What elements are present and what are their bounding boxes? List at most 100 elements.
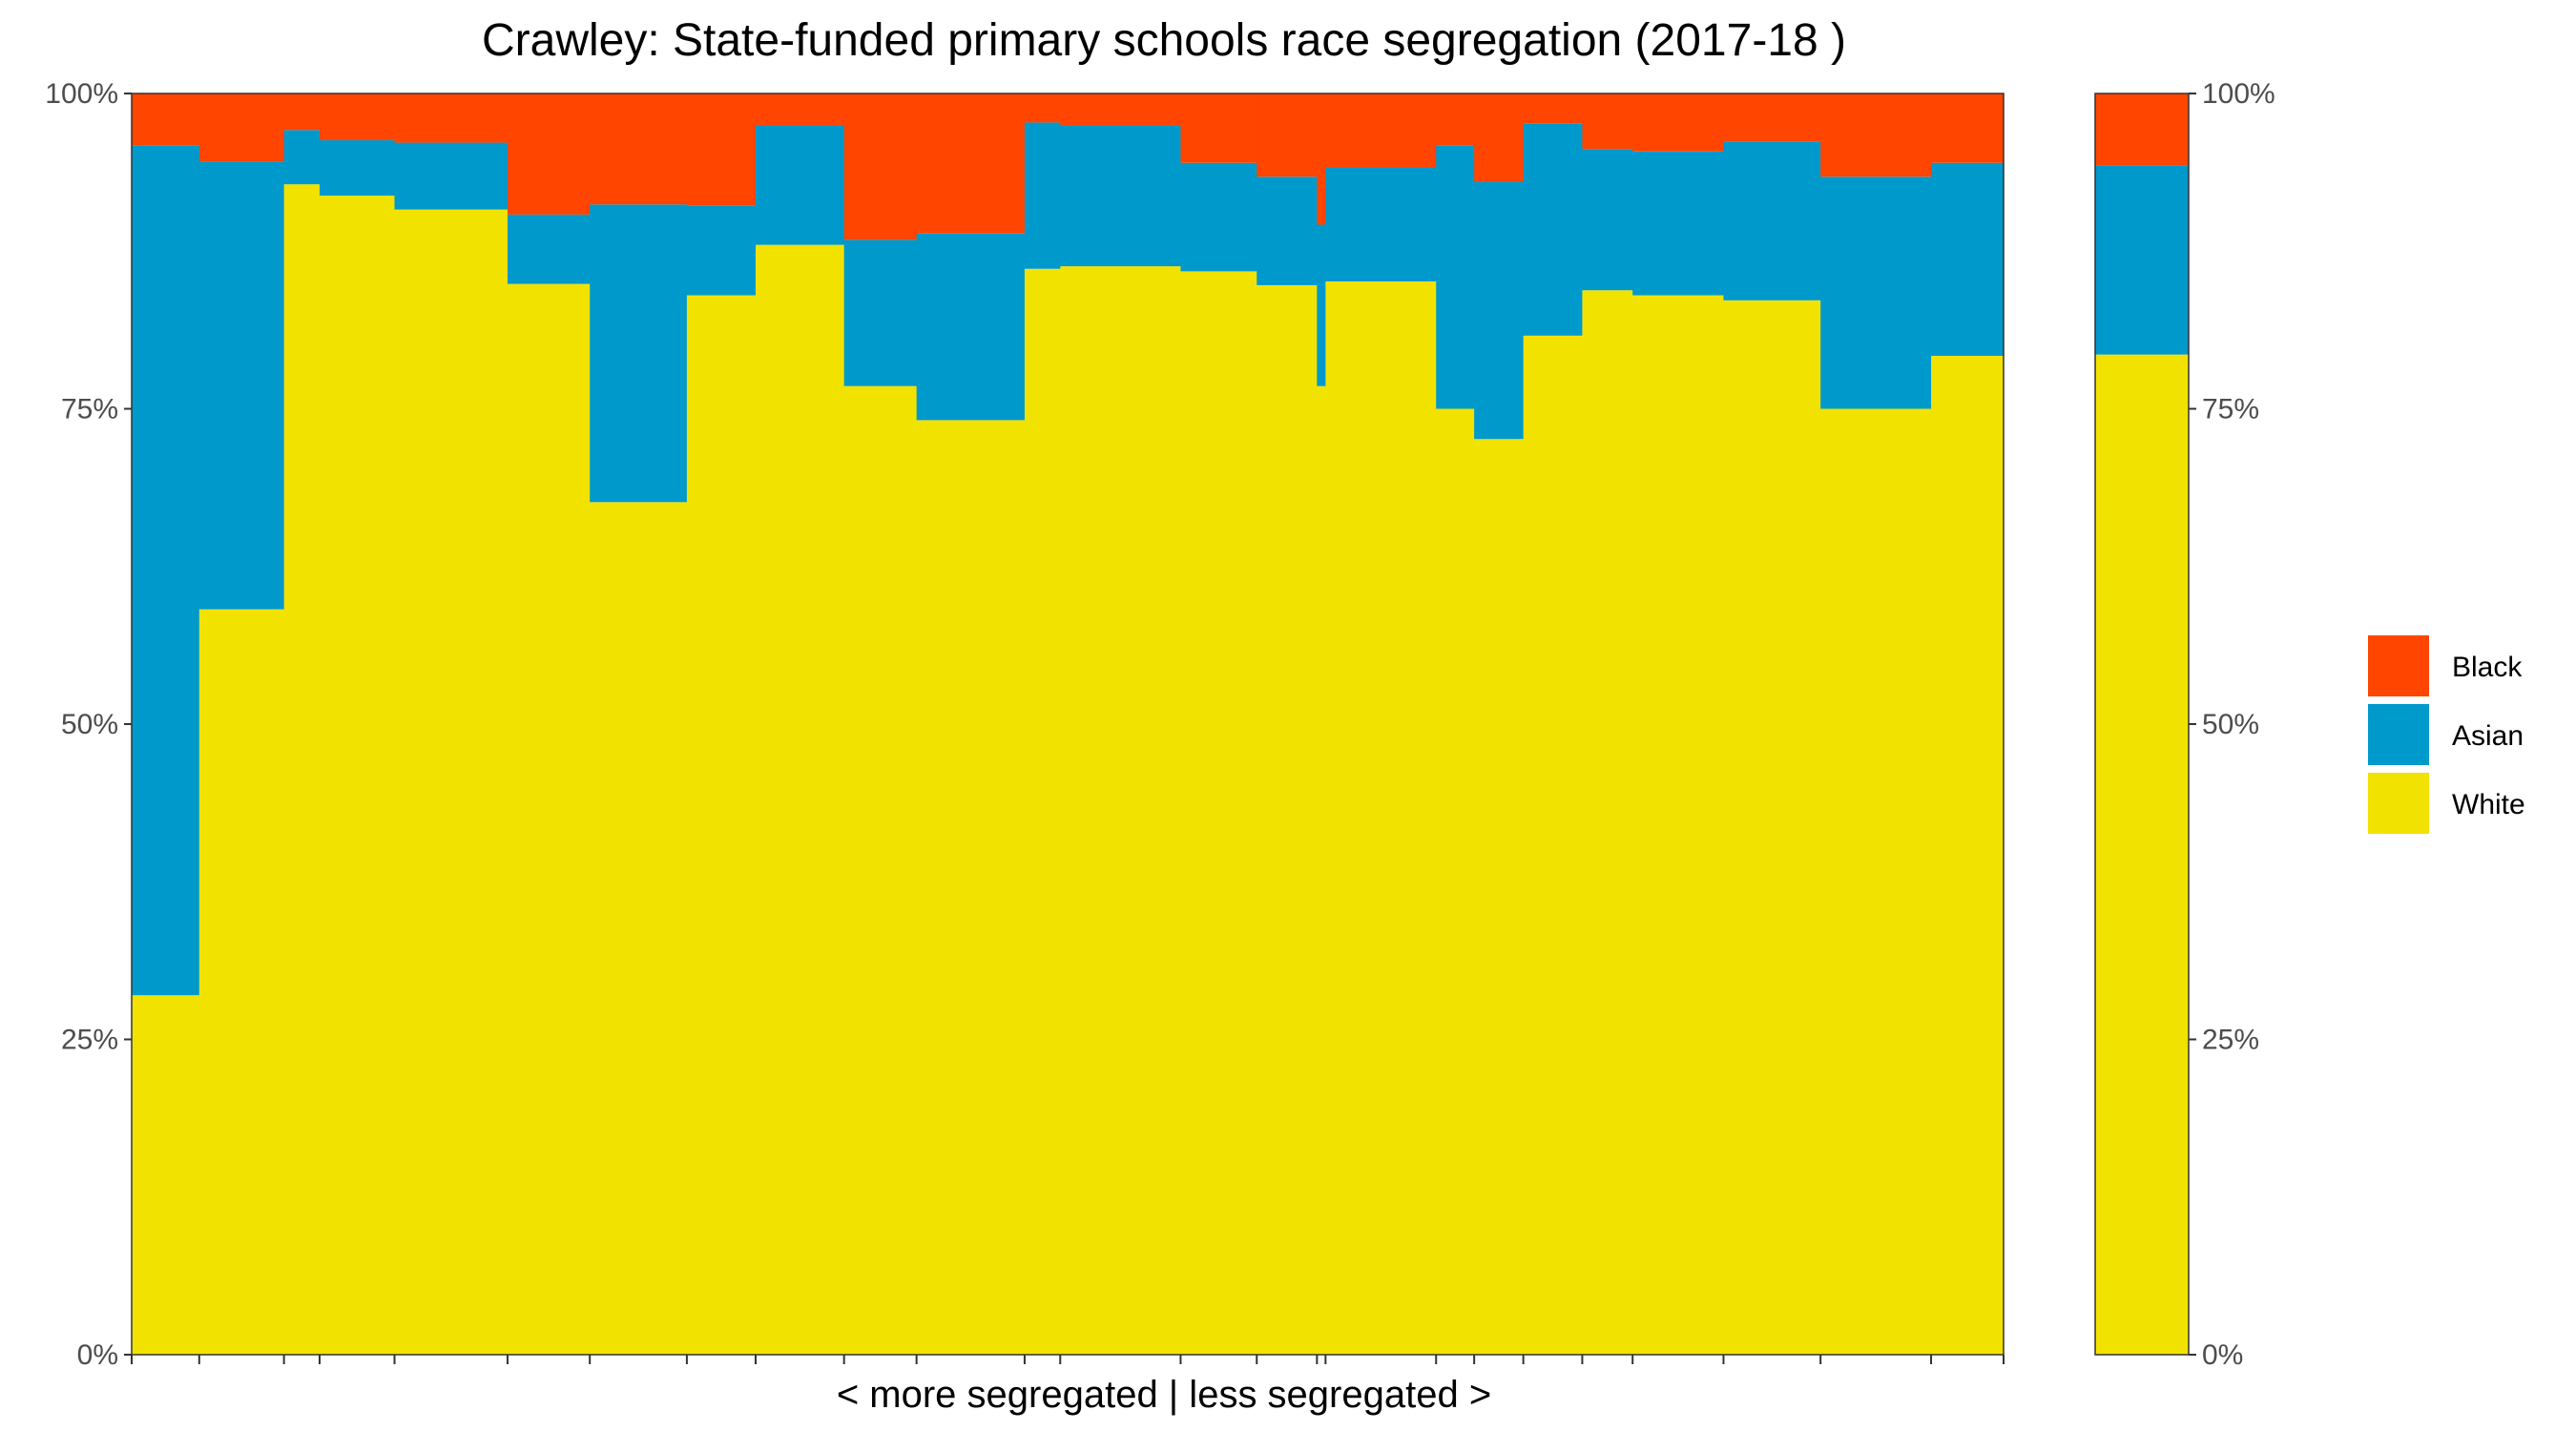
- school-bar: [1931, 93, 2005, 1356]
- bar-segment-asian: [756, 125, 845, 245]
- bar-segment-asian: [1474, 181, 1525, 440]
- school-bar: [394, 93, 509, 1355]
- bar-segment-black: [1523, 93, 1584, 124]
- school-bar: [1582, 93, 1633, 1356]
- bar-segment-white: [198, 609, 285, 1355]
- bar-segment-black: [507, 93, 591, 215]
- bar-segment-black: [590, 93, 688, 205]
- bar-segment-black: [1180, 93, 1257, 163]
- overall-segment-black: [2095, 93, 2189, 166]
- school-bar: [1257, 93, 1318, 1356]
- bar-segment-asian: [319, 139, 396, 197]
- bar-segment-black: [1325, 93, 1437, 168]
- bar-segment-black: [1931, 93, 2005, 163]
- legend-item-white: White: [2368, 773, 2525, 834]
- bar-segment-white: [283, 184, 321, 1356]
- y-tick-label-right: 75%: [2202, 394, 2259, 425]
- bar-segment-black: [756, 93, 845, 126]
- bar-segment-white: [1723, 300, 1821, 1355]
- bar-segment-asian: [1820, 176, 1932, 409]
- bar-segment-white: [319, 196, 396, 1356]
- school-bar: [1820, 93, 1932, 1355]
- school-bar: [1325, 93, 1437, 1356]
- legend-swatch: [2368, 773, 2429, 834]
- bar-segment-black: [916, 93, 1026, 234]
- overall-segment-asian: [2095, 165, 2189, 355]
- bar-segment-black: [843, 93, 918, 240]
- school-bar: [1317, 93, 1326, 1355]
- school-bar: [1474, 93, 1525, 1356]
- school-bar: [916, 93, 1026, 1355]
- bar-segment-white: [394, 209, 509, 1355]
- y-tick-label-left: 50%: [61, 709, 118, 740]
- school-bar: [686, 93, 757, 1355]
- school-bar: [1024, 93, 1061, 1355]
- bar-segment-white: [1474, 439, 1525, 1356]
- legend-label: White: [2452, 789, 2525, 820]
- bar-segment-black: [1317, 93, 1326, 225]
- bar-segment-white: [590, 502, 688, 1355]
- school-bar: [319, 93, 396, 1356]
- y-tick-label-left: 100%: [45, 78, 118, 110]
- bar-segment-white: [507, 283, 591, 1355]
- bar-segment-black: [198, 93, 285, 162]
- bar-segment-asian: [283, 130, 321, 185]
- bar-segment-asian: [507, 214, 591, 284]
- school-bar: [1436, 93, 1475, 1355]
- bar-segment-black: [686, 93, 757, 206]
- bar-segment-asian: [1060, 125, 1182, 267]
- bar-segment-white: [1523, 335, 1584, 1355]
- bar-segment-black: [1436, 93, 1475, 146]
- bar-segment-asian: [1257, 176, 1318, 285]
- bar-segment-white: [916, 420, 1026, 1355]
- bar-segment-black: [1632, 93, 1725, 152]
- legend-label: Asian: [2452, 720, 2524, 752]
- y-tick-label-left: 0%: [77, 1339, 118, 1371]
- bar-segment-black: [1723, 93, 1821, 142]
- school-bar: [1523, 93, 1584, 1355]
- bar-segment-white: [1317, 385, 1326, 1355]
- legend-swatch: [2368, 635, 2429, 696]
- overall-segment-white: [2095, 354, 2189, 1355]
- bar-segment-asian: [1632, 151, 1725, 296]
- legend-item-asian: Asian: [2368, 704, 2524, 765]
- school-bar: [1723, 93, 1821, 1355]
- bar-segment-black: [1820, 93, 1932, 177]
- bar-segment-black: [1024, 93, 1061, 123]
- school-bar: [843, 93, 918, 1355]
- chart-title: Crawley: State-funded primary schools ra…: [482, 15, 1846, 66]
- school-bar: [507, 93, 591, 1355]
- bar-segment-asian: [843, 239, 918, 386]
- y-tick-label-right: 100%: [2202, 78, 2275, 110]
- bar-segment-black: [1582, 93, 1633, 150]
- bar-segment-asian: [1582, 149, 1633, 291]
- bar-segment-black: [1060, 93, 1182, 126]
- legend-label: Black: [2452, 652, 2523, 683]
- school-bar: [756, 93, 845, 1355]
- school-bar: [1060, 93, 1182, 1355]
- bar-segment-asian: [1024, 122, 1061, 269]
- bar-segment-black: [319, 93, 396, 140]
- school-bar: [198, 93, 285, 1355]
- bar-segment-white: [1325, 280, 1437, 1356]
- bar-segment-asian: [686, 205, 757, 296]
- bar-segment-white: [686, 295, 757, 1355]
- bar-segment-asian: [916, 233, 1026, 421]
- bar-segment-asian: [198, 161, 285, 610]
- school-bar: [1180, 93, 1257, 1355]
- bar-segment-black: [1257, 93, 1318, 177]
- bar-segment-black: [394, 93, 509, 143]
- bar-segment-white: [1060, 266, 1182, 1355]
- bar-segment-asian: [1523, 123, 1584, 336]
- bar-segment-white: [1931, 355, 2005, 1356]
- y-tick-label-left: 25%: [61, 1025, 118, 1056]
- bar-segment-asian: [1436, 145, 1475, 409]
- bar-segment-white: [843, 385, 918, 1355]
- overall-bar: [2095, 93, 2189, 1355]
- bar-segment-asian: [1931, 162, 2005, 356]
- x-axis-label: < more segregated | less segregated >: [837, 1374, 1491, 1416]
- school-bar: [283, 93, 321, 1356]
- bar-segment-white: [1436, 408, 1475, 1355]
- bar-segment-asian: [1317, 224, 1326, 386]
- bar-segment-asian: [132, 145, 200, 996]
